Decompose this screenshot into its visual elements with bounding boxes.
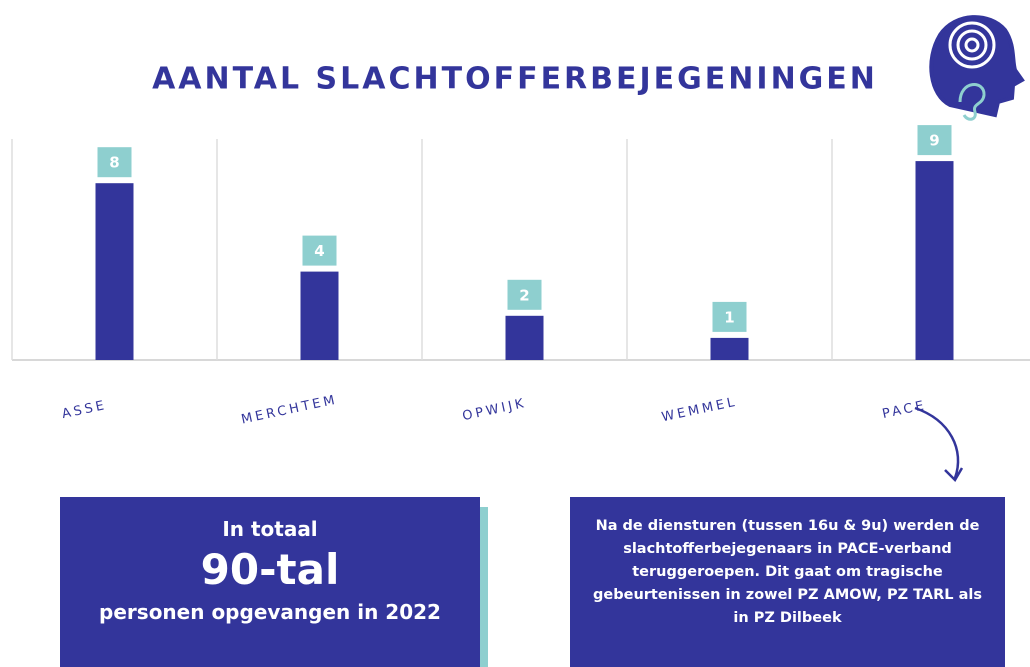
- note-text: Na de diensturen (tussen 16u & 9u) werde…: [593, 518, 982, 626]
- bar: [710, 337, 749, 360]
- total-box: In totaal 90-tal personen opgevangen in …: [60, 497, 480, 667]
- note-box: Na de diensturen (tussen 16u & 9u) werde…: [570, 497, 1005, 667]
- value-label: 8: [109, 154, 119, 172]
- value-label: 2: [519, 286, 529, 304]
- bar: [505, 315, 544, 360]
- total-line1: In totaal: [222, 517, 318, 541]
- value-label-box: [302, 235, 337, 266]
- bar: [95, 183, 134, 360]
- x-tick-label: MERCHTEM: [240, 392, 339, 427]
- total-big: 90-tal: [200, 545, 340, 594]
- value-label-box: [917, 125, 952, 156]
- total-line2: personen opgevangen in 2022: [99, 600, 441, 624]
- x-tick-label: WEMMEL: [660, 395, 738, 426]
- x-tick-label: OPWIJK: [461, 396, 528, 424]
- arrow: [914, 406, 964, 483]
- value-label: 9: [929, 132, 939, 150]
- value-label-box: [712, 301, 747, 332]
- head-icon: [929, 15, 1025, 121]
- x-tick-label: PACE: [881, 398, 928, 422]
- value-label: 4: [314, 242, 324, 260]
- value-label-box: [97, 147, 132, 178]
- bar: [915, 161, 954, 360]
- bar: [300, 271, 339, 360]
- value-label: 1: [724, 308, 734, 326]
- chart-title: AANTAL SLACHTOFFERBEJEGENINGEN: [152, 62, 878, 97]
- x-tick-label: ASSE: [61, 398, 109, 422]
- value-label-box: [507, 279, 542, 310]
